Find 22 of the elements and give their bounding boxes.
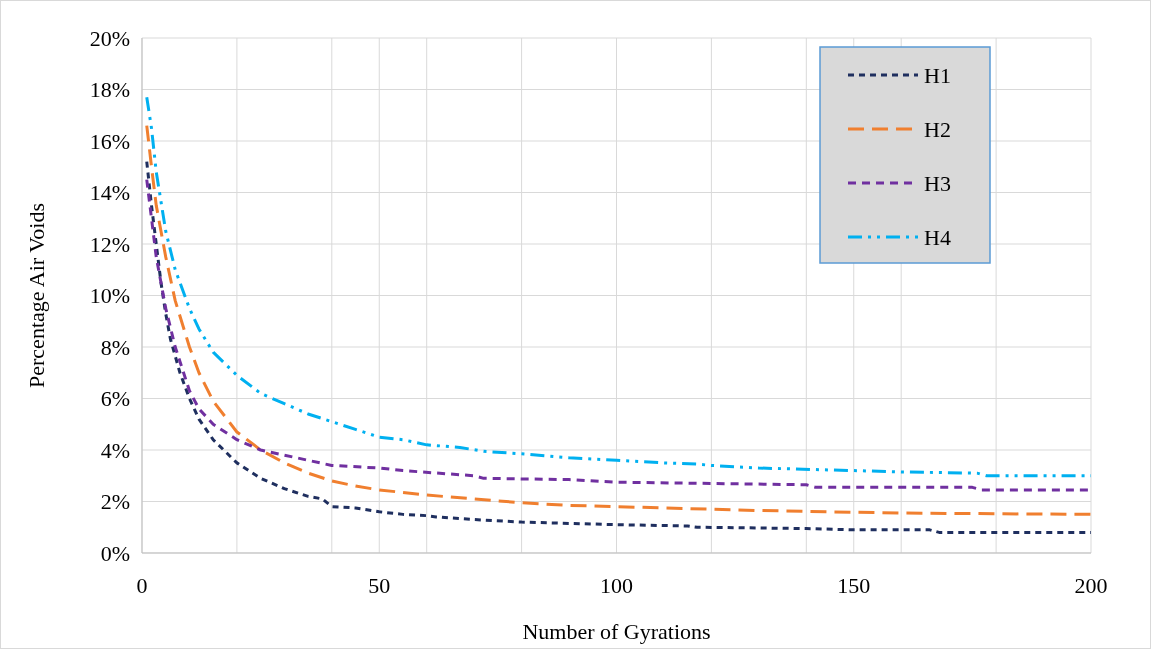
x-tick-label: 100 bbox=[600, 573, 633, 598]
y-tick-label: 18% bbox=[89, 77, 130, 103]
legend-label: H1 bbox=[924, 62, 951, 88]
y-tick-label: 16% bbox=[89, 128, 130, 154]
y-tick-label: 6% bbox=[100, 386, 130, 412]
legend-label: H2 bbox=[924, 116, 951, 142]
y-axis-title: Percentage Air Voids bbox=[24, 203, 49, 388]
x-tick-label: 0 bbox=[136, 573, 148, 598]
x-axis-title: Number of Gyrations bbox=[522, 619, 711, 644]
y-tick-label: 12% bbox=[89, 231, 130, 257]
y-tick-label: 0% bbox=[100, 540, 130, 566]
legend-label: H4 bbox=[924, 224, 951, 250]
legend-label: H3 bbox=[924, 170, 951, 196]
y-tick-label: 20% bbox=[89, 25, 130, 51]
x-tick-label: 200 bbox=[1074, 573, 1108, 598]
y-tick-label: 10% bbox=[89, 283, 130, 309]
y-tick-label: 8% bbox=[100, 334, 130, 360]
y-tick-label: 2% bbox=[100, 489, 130, 515]
x-tick-label: 50 bbox=[368, 573, 391, 598]
x-tick-label: 150 bbox=[837, 573, 871, 598]
y-tick-label: 4% bbox=[100, 437, 130, 463]
y-tick-label: 14% bbox=[89, 180, 130, 206]
